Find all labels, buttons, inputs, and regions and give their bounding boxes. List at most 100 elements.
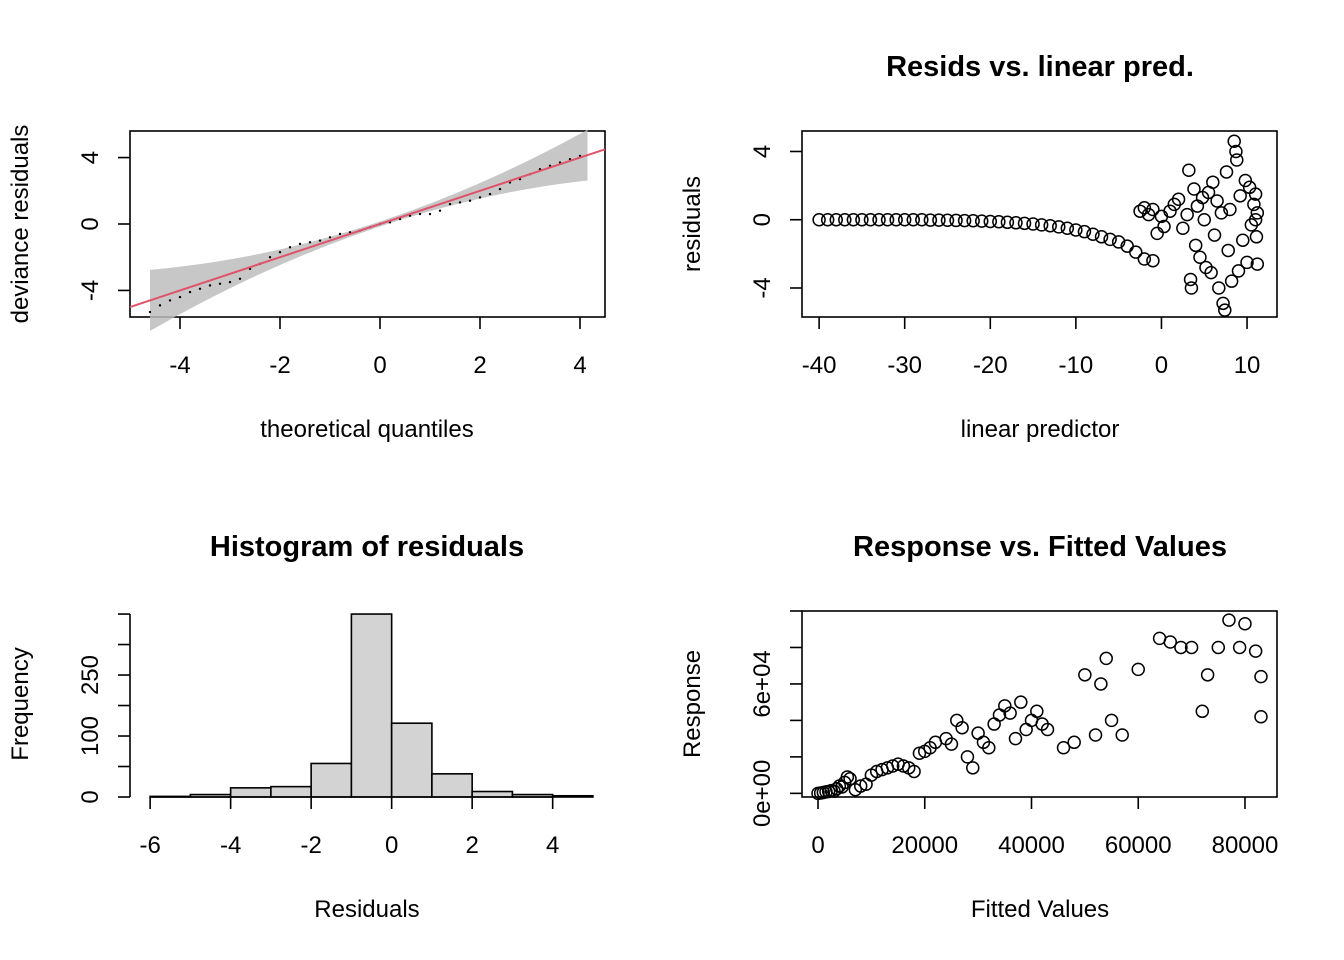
response-vs-fitted-point: [1019, 722, 1033, 737]
resid-vs-linpred-point: [1052, 220, 1066, 234]
resid-vs-linpred-y-tick-label: -4: [749, 277, 776, 298]
qq-confidence-band-layer: [150, 129, 588, 331]
resid-vs-linpred-point: [1212, 281, 1226, 295]
response-vs-fitted-points-layer: [811, 613, 1268, 801]
resid-vs-linpred-point: [1249, 230, 1264, 244]
resid-vs-linpred-point: [1188, 238, 1203, 253]
qq-point: [158, 304, 162, 307]
qq-point: [338, 232, 342, 236]
resid-vs-linpred-point: [1207, 228, 1222, 242]
histogram-bar: [310, 762, 353, 798]
qq-point: [178, 295, 182, 299]
resid-vs-linpred-point: [974, 214, 989, 228]
response-vs-fitted-point: [1040, 722, 1055, 737]
response-vs-fitted-point: [912, 746, 927, 760]
response-vs-fitted-point: [1099, 651, 1113, 666]
qq-confidence-band: [150, 129, 588, 331]
qq-y-tick-label: 0: [77, 217, 104, 230]
resid-vs-linpred-point: [1103, 232, 1117, 247]
histogram-x-tick-label: -6: [139, 832, 160, 859]
qq-point: [278, 251, 282, 254]
response-vs-fitted-point: [1104, 713, 1119, 728]
resid-vs-linpred-point: [923, 213, 938, 227]
resid-vs-linpred-point: [1227, 134, 1241, 148]
resid-vs-linpred-x-tick-label: -30: [887, 352, 922, 379]
response-vs-fitted-point: [966, 761, 980, 775]
resid-vs-linpred-point: [1043, 218, 1057, 233]
resid-vs-linpred-point: [1197, 212, 1212, 227]
response-vs-fitted-y-axis-label: Response: [679, 650, 706, 758]
resid-vs-linpred-point: [1199, 260, 1213, 275]
qq-reference-line: [129, 148, 606, 308]
response-vs-fitted-frame: [801, 610, 1278, 798]
resid-vs-linpred-point: [1146, 253, 1160, 268]
qq-point: [318, 239, 322, 242]
resid-vs-linpred-point: [906, 212, 921, 227]
resid-vs-linpred-y-tick-label: 4: [749, 145, 776, 158]
qq-point: [218, 282, 222, 285]
resid-vs-linpred-title: Resids vs. linear pred.: [886, 51, 1194, 83]
resid-vs-linpred-point: [1187, 182, 1201, 196]
histogram-bars-layer: [149, 613, 594, 798]
resid-vs-linpred-x-axis-label: linear predictor: [961, 416, 1120, 443]
resid-vs-linpred-point: [838, 212, 852, 227]
resid-vs-linpred-point: [1230, 153, 1244, 167]
resid-vs-linpred-points-layer: [812, 134, 1265, 317]
response-vs-fitted-x-tick-label: 60000: [1105, 832, 1172, 859]
qq-point: [168, 299, 172, 302]
qq-x-tick-label: -2: [269, 352, 290, 379]
response-vs-fitted-point: [1078, 668, 1092, 682]
response-vs-fitted-point: [885, 759, 900, 773]
resid-vs-linpred-point: [940, 213, 955, 227]
resid-vs-linpred-y-axis-label: residuals: [679, 176, 706, 272]
histogram-x-tick-label: 4: [546, 832, 559, 859]
qq-x-tick-label: 2: [473, 352, 486, 379]
resid-vs-linpred-point: [1060, 221, 1075, 236]
histogram-bar: [471, 790, 514, 798]
resid-vs-linpred-point: [1250, 206, 1265, 220]
resid-vs-linpred-point: [932, 213, 946, 227]
resid-vs-linpred-point: [1026, 217, 1040, 231]
qq-point: [188, 290, 192, 294]
resid-vs-linpred-point: [1206, 175, 1220, 189]
resid-vs-linpred-point: [949, 213, 963, 228]
resid-vs-linpred-point: [1077, 224, 1092, 239]
resid-vs-linpred-point: [1224, 274, 1239, 288]
response-vs-fitted-point: [1174, 640, 1188, 655]
response-vs-fitted-point: [1254, 710, 1268, 724]
response-vs-fitted-x-tick-label: 80000: [1212, 832, 1279, 859]
resid-vs-linpred-point: [1182, 163, 1196, 177]
qq-x-tick-label: 0: [373, 352, 386, 379]
resid-vs-linpred-point: [880, 212, 895, 227]
histogram-bar: [270, 785, 312, 798]
response-vs-fitted-panel: Response vs. Fitted Values 0 20000 40000 60…: [679, 531, 1278, 923]
qq-point: [238, 277, 242, 281]
resid-vs-linpred-point: [1111, 235, 1126, 249]
resid-vs-linpred-y-ticks: -4 0 4: [749, 145, 802, 299]
histogram-x-tick-label: -2: [300, 832, 321, 859]
response-vs-fitted-point: [1131, 662, 1145, 677]
response-vs-fitted-point: [1195, 704, 1210, 719]
response-vs-fitted-point: [843, 772, 857, 786]
response-vs-fitted-point: [1056, 741, 1071, 755]
histogram-x-axis-label: Residuals: [314, 896, 419, 923]
resid-vs-linpred-x-ticks: -40 -30 -20 -10 0 10: [802, 317, 1260, 379]
qq-point: [148, 310, 152, 314]
resid-vs-linpred-point: [1229, 144, 1243, 159]
response-vs-fitted-point: [1115, 728, 1129, 742]
histogram-y-ticks: 0 100 250: [77, 613, 131, 804]
response-vs-fitted-point: [1200, 668, 1215, 682]
response-vs-fitted-point: [1088, 728, 1103, 742]
resid-vs-linpred-point: [1238, 173, 1253, 188]
response-vs-fitted-point: [960, 750, 975, 764]
resid-vs-linpred-point: [1163, 204, 1177, 218]
resid-vs-linpred-point: [1247, 197, 1261, 212]
histogram-bar: [229, 787, 272, 798]
response-vs-fitted-point: [1238, 617, 1252, 631]
response-vs-fitted-y-tick-label: 0e+00: [749, 760, 776, 827]
qq-point: [418, 212, 422, 216]
qq-y-tick-label: -4: [77, 280, 104, 301]
resid-vs-linpred-point: [957, 213, 972, 228]
response-vs-fitted-point: [907, 764, 921, 779]
